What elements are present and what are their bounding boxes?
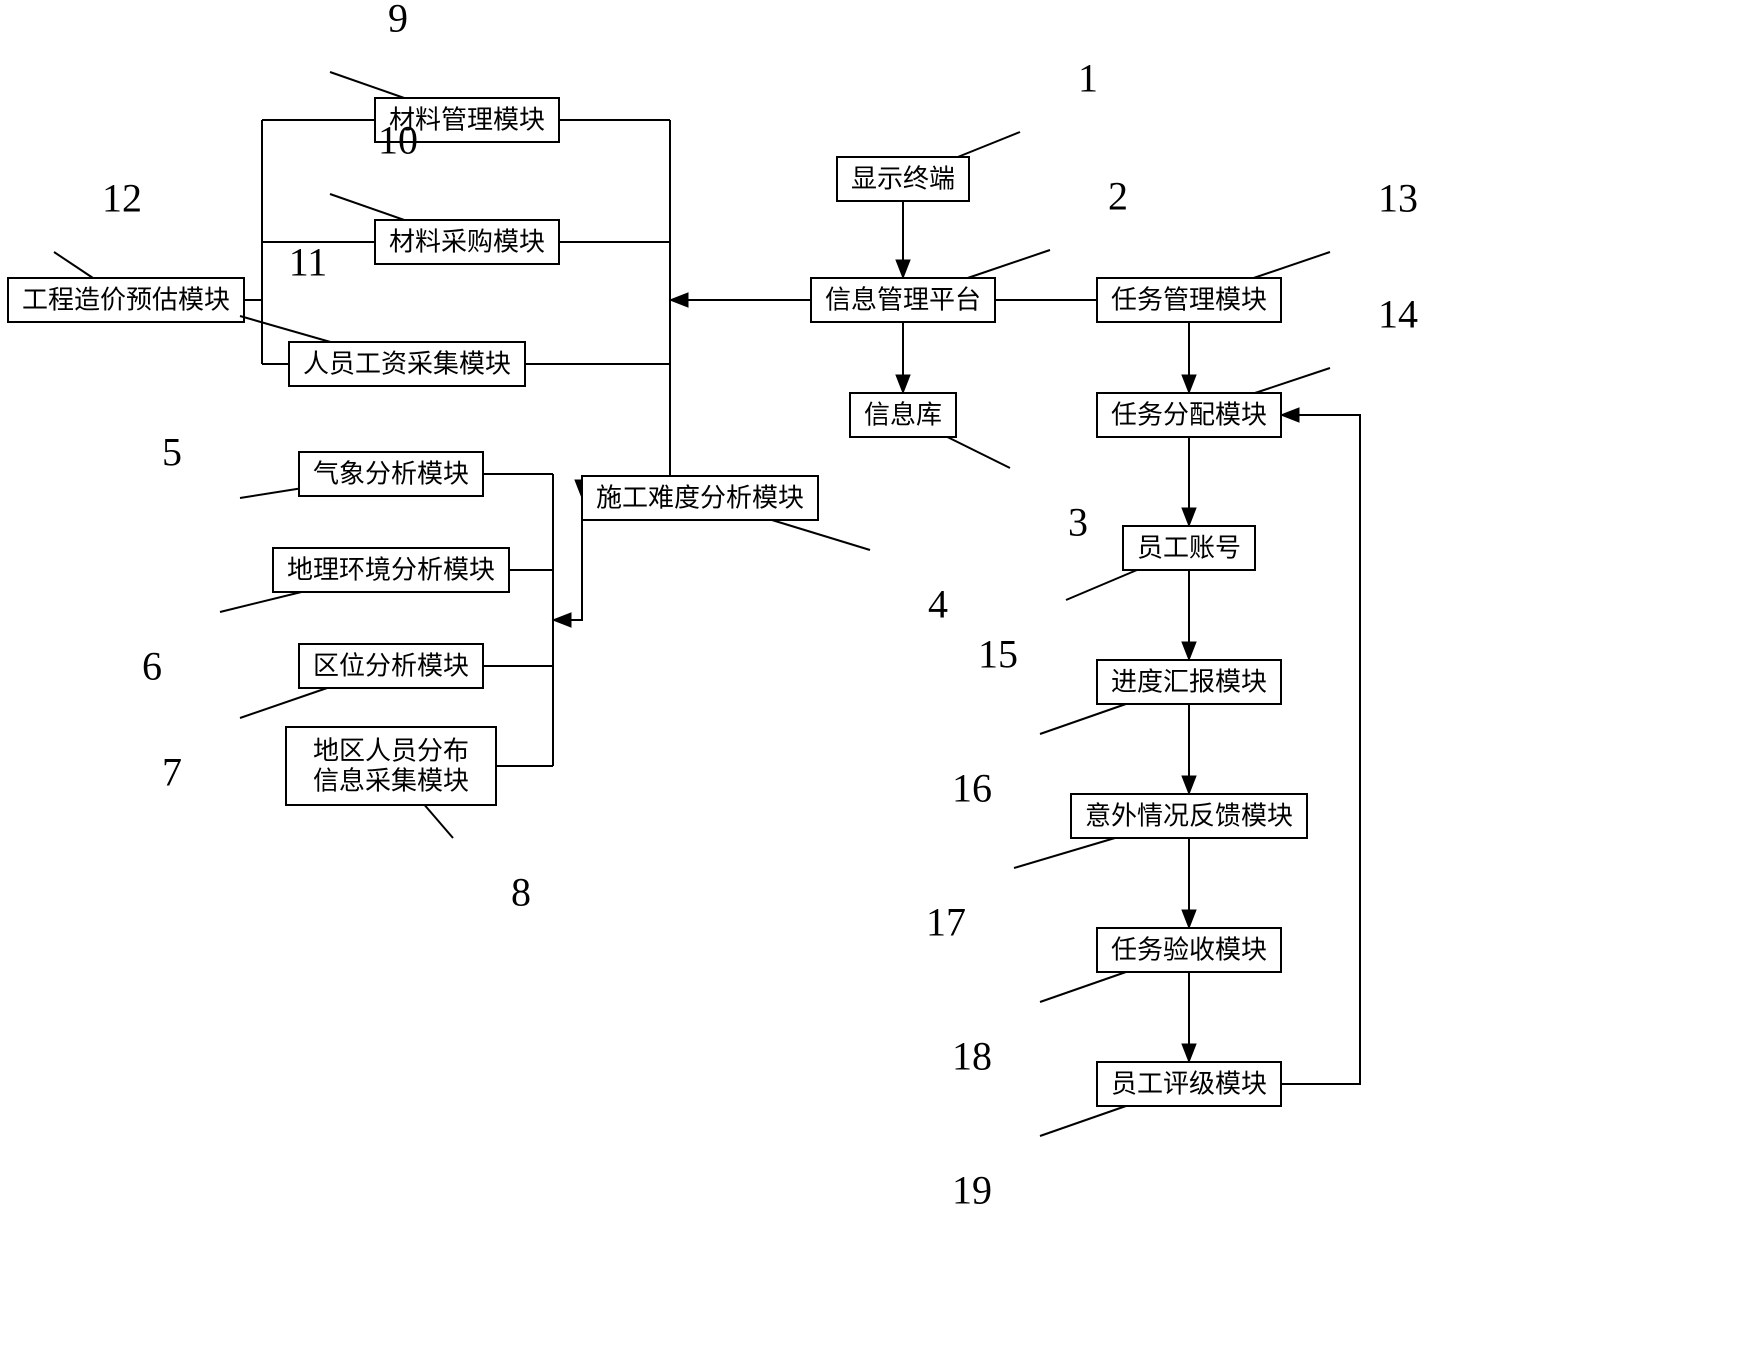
node-n16: 进度汇报模块	[1097, 660, 1281, 704]
node-label: 任务验收模块	[1111, 936, 1267, 965]
node-label: 进度汇报模块	[1111, 668, 1267, 697]
node-n15: 员工账号	[1123, 526, 1255, 570]
ref-number: 19	[952, 1168, 992, 1213]
ref-number: 2	[1108, 174, 1128, 219]
ref-number: 3	[1068, 500, 1088, 545]
ref-number: 13	[1378, 176, 1418, 221]
ref-leader	[1040, 972, 1126, 1002]
node-label: 信息采集模块	[313, 767, 469, 796]
ref-leader	[1255, 368, 1330, 393]
ref-leader	[958, 132, 1020, 157]
ref-number: 18	[952, 1034, 992, 1079]
node-n7: 区位分析模块	[299, 644, 483, 688]
ref-leader	[220, 592, 301, 612]
ref-number: 15	[978, 632, 1018, 677]
ref-number: 10	[378, 118, 418, 163]
ref-leader	[240, 489, 299, 498]
ref-number: 6	[142, 644, 162, 689]
ref-number: 8	[511, 870, 531, 915]
node-label: 工程造价预估模块	[22, 286, 230, 315]
node-label: 员工账号	[1137, 534, 1241, 563]
refs-layer: 12345678910111213141516171819	[54, 0, 1418, 1213]
node-n18: 任务验收模块	[1097, 928, 1281, 972]
node-n17: 意外情况反馈模块	[1071, 794, 1307, 838]
node-label: 员工评级模块	[1111, 1070, 1267, 1099]
node-label: 地理环境分析模块	[287, 556, 495, 585]
node-label: 地区人员分布	[313, 737, 469, 766]
ref-number: 4	[928, 582, 948, 627]
node-n6: 地理环境分析模块	[273, 548, 509, 592]
ref-leader	[330, 194, 404, 220]
node-n3: 信息库	[850, 393, 956, 437]
system-flowchart: 显示终端信息管理平台信息库施工难度分析模块 气象分析模块地理环境分析模块区位分析模…	[0, 0, 1763, 1367]
ref-leader	[1040, 704, 1126, 734]
ref-number: 12	[102, 176, 142, 221]
ref-number: 16	[952, 766, 992, 811]
node-label: 任务管理模块	[1111, 286, 1267, 315]
node-n5: 气象分析模块	[299, 452, 483, 496]
edge	[1281, 415, 1360, 1084]
nodes-layer: 显示终端信息管理平台信息库施工难度分析模块 气象分析模块地理环境分析模块区位分析模…	[8, 98, 1307, 1106]
ref-number: 1	[1078, 56, 1098, 101]
node-label: 信息库	[864, 401, 942, 430]
node-n1: 显示终端	[837, 157, 969, 201]
ref-number: 17	[926, 900, 966, 945]
node-n14: 任务分配模块	[1097, 393, 1281, 437]
ref-number: 11	[289, 240, 328, 285]
node-n11: 人员工资采集模块	[289, 342, 525, 386]
ref-leader	[1066, 570, 1137, 600]
node-label: 意外情况反馈模块	[1085, 802, 1293, 831]
node-label: 区位分析模块	[313, 652, 469, 681]
ref-leader	[425, 805, 453, 838]
ref-leader	[240, 688, 327, 718]
ref-number: 14	[1378, 292, 1418, 337]
node-label: 气象分析模块	[313, 460, 469, 489]
ref-leader	[240, 316, 330, 342]
ref-leader	[947, 437, 1010, 468]
node-n12: 工程造价预估模块	[8, 278, 244, 322]
ref-leader	[1040, 1106, 1126, 1136]
node-n10: 材料采购模块	[375, 220, 559, 264]
node-n8: 地区人员分布信息采集模块	[286, 727, 496, 805]
node-label: 显示终端	[851, 165, 955, 194]
ref-number: 5	[162, 430, 182, 475]
node-label: 任务分配模块	[1111, 401, 1267, 430]
node-label: 人员工资采集模块	[303, 350, 511, 379]
ref-leader	[1014, 838, 1115, 868]
node-n13: 任务管理模块	[1097, 278, 1281, 322]
node-label: 施工难度分析模块	[596, 484, 804, 513]
node-n2: 信息管理平台	[811, 278, 995, 322]
edge	[553, 520, 582, 620]
node-label: 材料采购模块	[389, 228, 545, 257]
ref-leader	[330, 72, 404, 98]
ref-leader	[772, 520, 870, 550]
ref-number: 9	[388, 0, 408, 41]
ref-leader	[54, 252, 93, 278]
ref-leader	[1254, 252, 1330, 278]
ref-number: 7	[162, 750, 182, 795]
node-n19: 员工评级模块	[1097, 1062, 1281, 1106]
node-n4: 施工难度分析模块	[582, 476, 818, 520]
node-label: 信息管理平台	[825, 286, 981, 315]
ref-leader	[968, 250, 1050, 278]
